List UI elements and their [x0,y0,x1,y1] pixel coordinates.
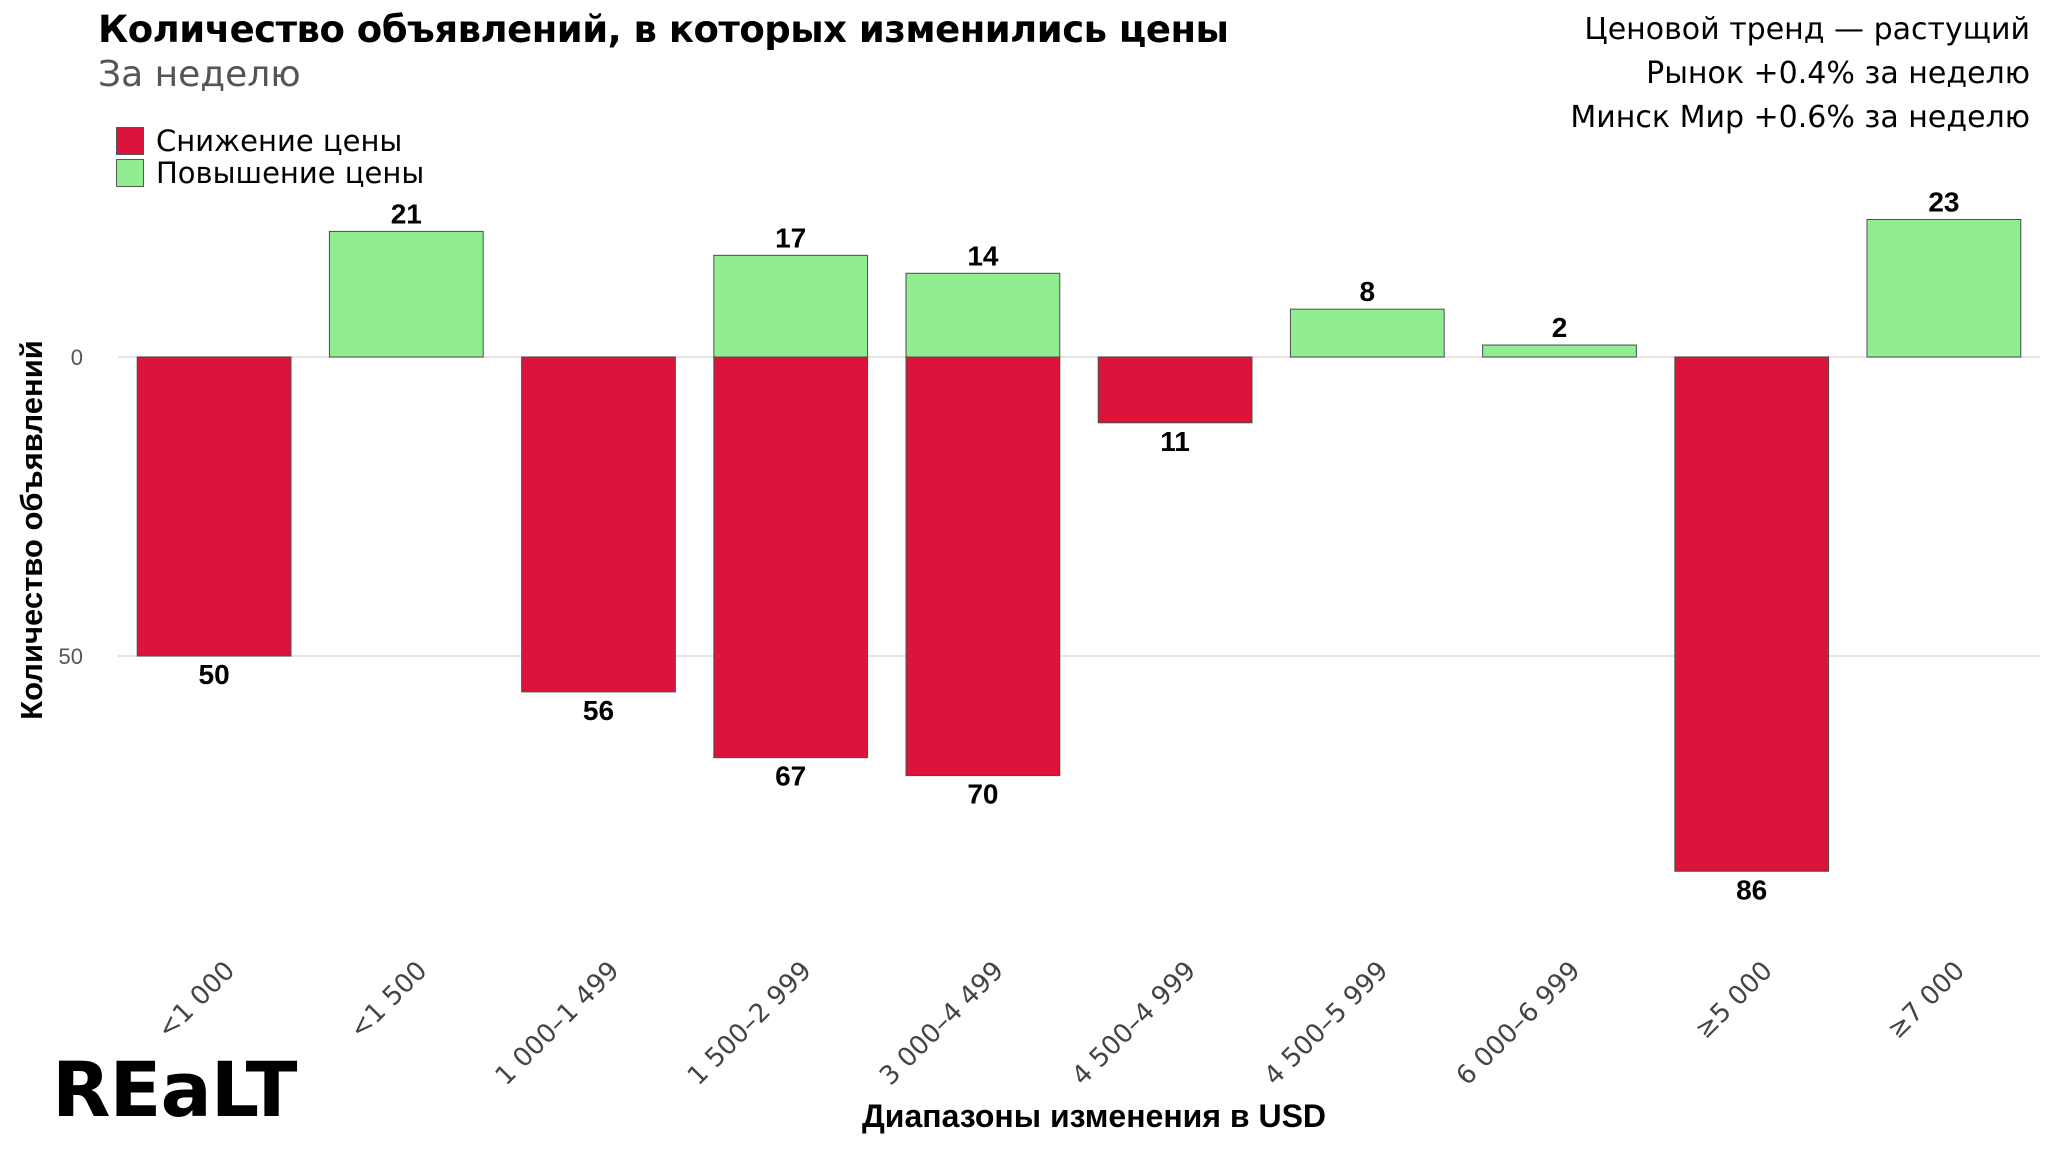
svg-text:REaLT: REaLT [52,1050,298,1130]
bar-decrease [136,356,292,657]
x-tick-label: <1 000 [152,956,241,1045]
data-label-decrease: 56 [583,695,614,726]
data-label-decrease: 70 [967,779,998,810]
annotation-minsk-mir: Минск Мир +0.6% за неделю [1570,100,2030,135]
data-label-increase: 2 [1552,312,1568,343]
x-tick-label: 3 000–4 499 [874,956,1010,1092]
realt-logo-mark: REaLT [52,1045,299,1134]
annotation-market: Рынок +0.4% за неделю [1646,56,2030,91]
chart-subtitle: За неделю [98,54,301,95]
data-label-increase: 23 [1928,186,1959,217]
legend: Снижение цены Повышение цены [116,124,425,190]
x-tick-label: ≥5 000 [1689,956,1778,1045]
realt-logo: REaLT [52,1045,362,1135]
legend-label-increase: Повышение цены [156,156,425,190]
bar-increase [1866,218,2022,358]
data-label-increase: 21 [391,198,422,229]
bar-decrease [1674,356,1830,872]
y-tick-label: 50 [59,644,83,669]
x-tick-label: 1 500–2 999 [682,956,818,1092]
data-label-increase: 14 [967,240,999,271]
x-axis-label: Диапазоны изменения в USD [861,1098,1327,1134]
bar-decrease [521,356,676,693]
data-label-decrease: 50 [199,659,230,690]
x-tick-label: 6 000–6 999 [1451,956,1587,1092]
legend-swatch-increase [116,159,144,187]
data-label-decrease: 11 [1160,426,1190,457]
bar-decrease [905,356,1061,777]
legend-label-decrease: Снижение цены [156,124,403,158]
bar-increase [1482,344,1637,358]
bar-increase [328,230,484,358]
x-tick-label: 1 000–1 499 [490,956,626,1092]
x-tick-label: 4 500–5 999 [1259,956,1395,1092]
bar-decrease [713,356,869,759]
x-tick-label: <1 500 [344,956,433,1045]
legend-item-decrease: Снижение цены [116,124,424,158]
data-label-decrease: 86 [1736,874,1767,905]
bar-increase [905,272,1061,358]
legend-item-increase: Повышение цены [116,156,425,190]
data-label-increase: 17 [775,222,806,253]
x-tick-label: ≥7 000 [1882,956,1971,1045]
y-tick-label: 0 [71,345,83,370]
bar-increase [713,254,869,358]
legend-swatch-decrease [116,127,144,155]
bar-decrease [1097,356,1253,424]
annotation-trend: Ценовой тренд — растущий [1584,12,2030,47]
data-label-increase: 8 [1360,276,1376,307]
x-tick-label: 4 500–4 999 [1066,956,1202,1092]
chart-title: Количество объявлений, в которых изменил… [98,8,1229,51]
bar-increase [1289,308,1445,358]
data-label-decrease: 67 [775,761,806,792]
